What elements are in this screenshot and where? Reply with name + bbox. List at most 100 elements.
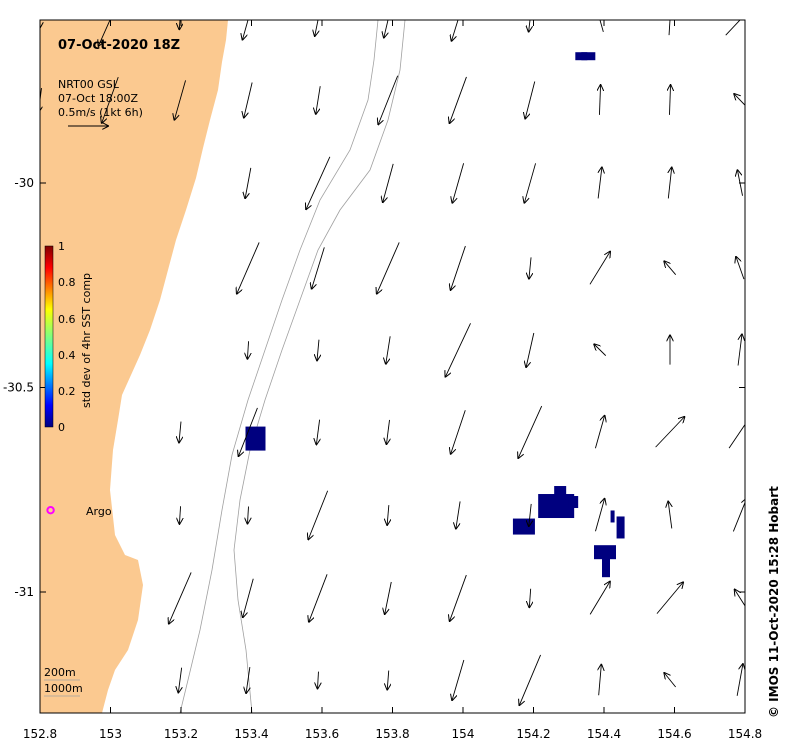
colorbar-ticks: 1 0.8 0.6 0.4 0.2 0 bbox=[58, 240, 76, 434]
x-tick-label: 154.8 bbox=[728, 727, 762, 741]
x-tick-label: 153.2 bbox=[164, 727, 198, 741]
x-tick-label: 154.4 bbox=[587, 727, 621, 741]
current-vector bbox=[316, 86, 321, 114]
current-vector bbox=[518, 405, 543, 458]
current-vector bbox=[179, 20, 180, 29]
current-vector bbox=[599, 665, 602, 696]
current-vector bbox=[385, 581, 392, 614]
current-vector bbox=[243, 20, 249, 39]
sst-patch bbox=[594, 545, 616, 560]
legend-time: 07-Oct 18:00Z bbox=[58, 92, 138, 105]
current-vector bbox=[451, 410, 466, 454]
current-vector bbox=[589, 582, 610, 615]
current-vector bbox=[452, 163, 465, 202]
current-vector bbox=[451, 245, 466, 290]
map-title: 07-Oct-2020 18Z bbox=[58, 38, 180, 53]
current-vector bbox=[386, 336, 391, 363]
x-tick-label: 154.6 bbox=[657, 727, 691, 741]
current-vector bbox=[383, 163, 394, 202]
y-tick-label: -30.5 bbox=[3, 381, 34, 395]
current-vector bbox=[668, 20, 671, 36]
current-vector bbox=[735, 590, 745, 607]
current-vector bbox=[179, 421, 181, 443]
current-vector bbox=[529, 20, 532, 31]
current-vector bbox=[595, 499, 604, 532]
current-vector bbox=[594, 344, 607, 356]
sst-patch bbox=[581, 52, 588, 61]
current-vector bbox=[526, 332, 535, 367]
isobath-label-1000m: 1000m bbox=[44, 682, 83, 695]
current-vector bbox=[529, 503, 531, 526]
current-vector bbox=[102, 77, 119, 123]
y-tick-label: -30 bbox=[14, 176, 34, 190]
current-vector bbox=[245, 167, 252, 198]
isobath-200m bbox=[179, 20, 379, 713]
current-vector bbox=[737, 334, 742, 366]
current-vector bbox=[308, 490, 329, 539]
current-vector bbox=[246, 666, 250, 693]
current-vector bbox=[589, 252, 610, 285]
isobath-label-200m: 200m bbox=[44, 666, 76, 679]
current-vector bbox=[239, 407, 258, 456]
x-tick-label: 153.8 bbox=[375, 727, 409, 741]
current-vector bbox=[669, 85, 670, 115]
current-vector bbox=[318, 671, 319, 689]
current-vector bbox=[655, 417, 685, 448]
isobath-1000m bbox=[233, 20, 406, 713]
x-tick-label: 153 bbox=[99, 727, 122, 741]
current-vector bbox=[664, 261, 677, 275]
current-vector bbox=[377, 242, 400, 293]
current-vector bbox=[384, 20, 392, 38]
x-tick-label: 153.4 bbox=[234, 727, 268, 741]
current-vector bbox=[529, 588, 530, 607]
colorbar-tick: 0.2 bbox=[58, 385, 76, 398]
current-vector bbox=[387, 670, 388, 690]
sst-patch bbox=[512, 518, 535, 535]
x-tick-label: 153.6 bbox=[305, 727, 339, 741]
current-vector bbox=[178, 667, 181, 693]
current-vector bbox=[387, 505, 389, 525]
current-vector bbox=[237, 242, 260, 293]
current-vector bbox=[529, 257, 531, 278]
current-vector bbox=[732, 499, 745, 532]
current-vector bbox=[378, 75, 399, 125]
sst-patch bbox=[255, 434, 266, 447]
sst-patch bbox=[554, 486, 567, 497]
current-vector bbox=[445, 323, 471, 376]
sst-patch bbox=[375, 11, 401, 19]
current-vector bbox=[734, 94, 745, 106]
x-tick-label: 152.8 bbox=[23, 727, 57, 741]
current-vector bbox=[728, 416, 745, 449]
current-vector bbox=[594, 416, 604, 449]
current-vector bbox=[450, 76, 467, 123]
current-vector bbox=[452, 659, 465, 700]
colorbar-tick: 0.4 bbox=[58, 349, 76, 362]
current-vector bbox=[306, 156, 331, 209]
current-vector bbox=[309, 574, 328, 621]
current-vector bbox=[179, 506, 180, 524]
current-vector bbox=[656, 582, 683, 614]
current-vector bbox=[668, 502, 672, 529]
current-vector bbox=[244, 82, 253, 117]
current-vector bbox=[519, 654, 541, 705]
colorbar bbox=[44, 245, 54, 428]
current-vector bbox=[456, 501, 461, 528]
current-vector bbox=[664, 673, 676, 688]
x-tick-label: 154 bbox=[452, 727, 475, 741]
credit-text: © IMOS 11-Oct-2020 15:28 Hobart bbox=[767, 486, 781, 718]
y-tick-label: -31 bbox=[14, 585, 34, 599]
sst-patch bbox=[610, 510, 615, 523]
current-vector bbox=[317, 339, 319, 361]
current-vector bbox=[312, 247, 325, 288]
current-vector bbox=[174, 80, 186, 119]
current-vector bbox=[386, 419, 389, 444]
current-vector bbox=[736, 257, 745, 280]
current-vector bbox=[243, 578, 254, 617]
current-vector bbox=[316, 419, 319, 445]
current-vector bbox=[450, 574, 467, 621]
argo-label: Argo bbox=[86, 505, 112, 518]
current-vector bbox=[599, 20, 604, 33]
current-vector bbox=[169, 572, 192, 623]
current-vector bbox=[524, 163, 537, 202]
